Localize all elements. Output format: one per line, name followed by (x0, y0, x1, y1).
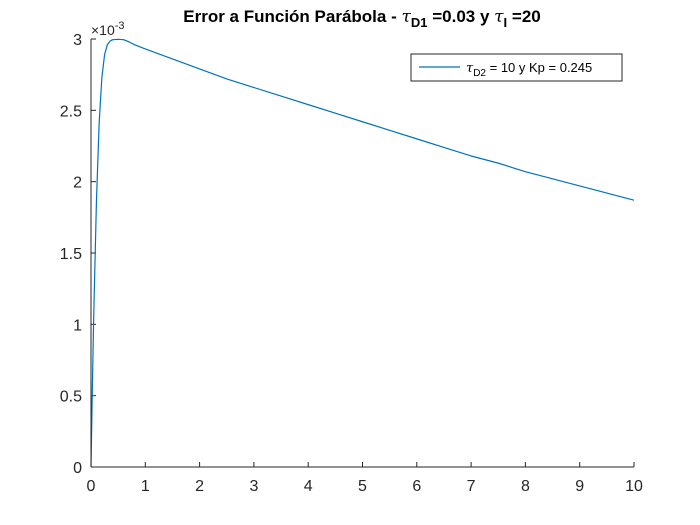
legend: τD2 = 10 y Kp = 0.245 (410, 53, 623, 82)
y-tick-label: 2 (73, 175, 82, 192)
x-tick-label: 1 (141, 478, 150, 495)
x-tick-label: 10 (625, 478, 643, 495)
legend-tau-symbol: τ (466, 61, 474, 76)
y-axis-ticks: 0 0.5 1 1.5 2 2.5 3 (60, 32, 96, 477)
legend-tau-subscript: D2 (473, 68, 486, 79)
series-layer (90, 38, 635, 468)
y-tick-label: 1.5 (60, 246, 82, 263)
y-exponent-base: ×10 (91, 22, 115, 38)
x-tick-label: 5 (358, 478, 367, 495)
x-tick-label: 7 (467, 478, 476, 495)
x-tick-label: 8 (521, 478, 530, 495)
title-middle: =0.03 y (428, 7, 495, 26)
x-axis-ticks: 0 1 2 3 4 5 6 7 8 9 10 (87, 462, 643, 495)
title-tau2-subscript: I (504, 15, 508, 30)
title-tau1-symbol: τ (401, 7, 411, 27)
x-tick-label: 3 (249, 478, 258, 495)
y-tick-label: 3 (73, 32, 82, 49)
y-exponent-label: ×10-3 (91, 20, 125, 38)
legend-entry-label: τD2 = 10 y Kp = 0.245 (466, 60, 592, 79)
x-tick-label: 4 (304, 478, 313, 495)
title-prefix: Error a Función Parábola - (183, 7, 401, 26)
legend-label-rest: = 10 y Kp = 0.245 (486, 60, 592, 75)
plot-area (91, 39, 634, 467)
y-tick-label: 0.5 (60, 389, 82, 406)
title-tau2-symbol: τ (494, 7, 504, 27)
x-tick-label: 9 (575, 478, 584, 495)
y-exponent-power: -3 (115, 20, 125, 32)
title-tau1-subscript: D1 (411, 15, 428, 30)
title-suffix: =20 (507, 7, 541, 26)
chart-title: Error a Función Parábola - τD1 =0.03 y τ… (183, 7, 540, 30)
x-tick-label: 0 (87, 478, 96, 495)
y-tick-label: 1 (73, 317, 82, 334)
series-line (90, 38, 635, 468)
x-tick-label: 2 (195, 478, 204, 495)
x-tick-label: 6 (412, 478, 421, 495)
y-tick-label: 2.5 (60, 103, 82, 120)
y-tick-label: 0 (73, 460, 82, 477)
